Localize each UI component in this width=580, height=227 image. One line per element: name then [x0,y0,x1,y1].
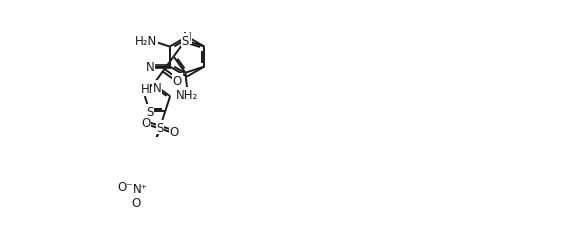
Text: NH₂: NH₂ [176,89,198,101]
Text: N: N [183,31,191,44]
Text: H₂N: H₂N [135,35,157,48]
Text: N: N [146,61,154,74]
Text: O: O [169,126,179,139]
Text: HN: HN [142,83,159,96]
Text: S: S [146,105,153,118]
Text: S: S [157,121,164,134]
Text: O: O [173,74,182,87]
Text: N: N [153,81,162,94]
Text: O⁻: O⁻ [117,180,133,193]
Text: O: O [142,117,151,130]
Text: S: S [182,35,189,48]
Text: O: O [131,196,140,209]
Text: N⁺: N⁺ [133,182,148,195]
